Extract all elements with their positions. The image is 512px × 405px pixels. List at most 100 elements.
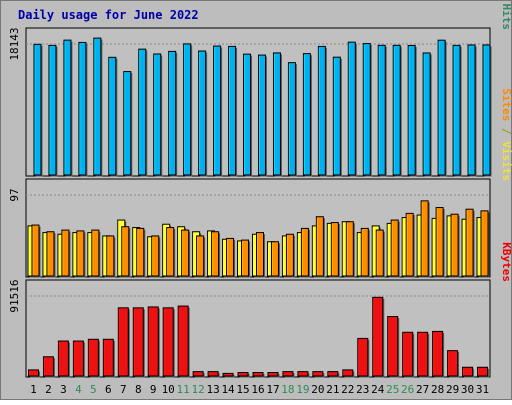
x-tick-label-6: 6 <box>105 383 112 396</box>
bar-sites-14 <box>226 237 235 277</box>
bar-kbytes-10 <box>162 307 174 377</box>
panel-middle-legend-part-0: Sites <box>500 88 512 121</box>
panel-top-y-tick-label: 18143 <box>8 27 21 60</box>
x-tick-label-24: 24 <box>371 383 385 396</box>
bar-pages-29 <box>452 44 461 176</box>
x-tick-label-14: 14 <box>221 383 235 396</box>
x-tick-label-22: 22 <box>341 383 354 396</box>
x-tick-label-27: 27 <box>416 383 429 396</box>
bar-kbytes-7 <box>117 307 129 377</box>
bar-pages-31 <box>482 44 491 176</box>
x-tick-label-15: 15 <box>236 383 249 396</box>
bar-sites-29 <box>450 213 459 277</box>
bar-kbytes-29 <box>447 350 459 377</box>
bar-sites-10 <box>166 227 175 277</box>
bar-kbytes-27 <box>417 331 429 377</box>
x-tick-label-18: 18 <box>281 383 294 396</box>
bar-sites-9 <box>151 235 160 277</box>
x-tick-label-16: 16 <box>251 383 264 396</box>
x-tick-label-11: 11 <box>177 383 190 396</box>
x-tick-label-25: 25 <box>386 383 399 396</box>
bar-sites-28 <box>435 207 444 277</box>
bar-pages-6 <box>108 56 117 176</box>
bar-pages-24 <box>377 44 386 176</box>
x-tick-label-4: 4 <box>75 383 82 396</box>
bar-pages-11 <box>183 43 192 176</box>
bar-pages-10 <box>168 50 177 176</box>
bar-pages-19 <box>302 53 311 176</box>
bar-kbytes-18 <box>282 371 294 377</box>
x-tick-label-29: 29 <box>446 383 459 396</box>
bar-kbytes-12 <box>192 371 204 377</box>
bar-pages-15 <box>243 53 252 176</box>
bar-sites-22 <box>345 221 354 277</box>
bar-sites-16 <box>256 232 264 277</box>
x-tick-label-13: 13 <box>206 383 219 396</box>
bar-kbytes-4 <box>72 340 84 377</box>
bar-sites-21 <box>330 222 339 277</box>
bar-sites-11 <box>181 229 190 277</box>
x-tick-label-3: 3 <box>60 383 67 396</box>
x-tick-label-23: 23 <box>356 383 369 396</box>
bar-kbytes-8 <box>132 307 144 377</box>
bar-pages-4 <box>78 41 87 176</box>
panel-middle-legend-part-1: / <box>500 121 512 141</box>
bar-kbytes-28 <box>432 330 444 377</box>
bar-kbytes-19 <box>297 371 309 377</box>
x-tick-label-10: 10 <box>162 383 175 396</box>
panel-middle: 97 Sites / Visits <box>8 88 512 278</box>
bar-pages-7 <box>123 71 132 176</box>
x-tick-label-8: 8 <box>135 383 142 396</box>
bar-sites-13 <box>211 231 220 277</box>
bar-pages-21 <box>332 56 341 176</box>
bar-pages-22 <box>347 41 356 176</box>
bar-pages-8 <box>138 48 147 176</box>
bar-sites-27 <box>420 200 429 277</box>
bar-kbytes-2 <box>42 356 54 377</box>
x-tick-label-17: 17 <box>266 383 279 396</box>
bar-kbytes-30 <box>462 366 474 377</box>
bar-kbytes-17 <box>267 372 279 377</box>
bar-pages-25 <box>392 44 401 176</box>
bar-pages-13 <box>213 45 222 176</box>
bar-sites-23 <box>360 227 369 277</box>
panel-middle-y-tick-label: 97 <box>8 188 21 201</box>
x-tick-label-2: 2 <box>45 383 52 396</box>
bar-sites-12 <box>196 235 205 277</box>
x-tick-label-31: 31 <box>476 383 489 396</box>
bar-pages-17 <box>272 52 281 176</box>
panel-top-legend-part-3: / <box>500 0 512 4</box>
bar-sites-31 <box>480 210 489 277</box>
bar-pages-28 <box>437 39 446 176</box>
bar-kbytes-9 <box>147 306 159 377</box>
bar-pages-16 <box>258 54 266 176</box>
panel-bottom-axis-legend: KBytes <box>500 242 512 282</box>
bar-sites-1 <box>31 224 40 277</box>
bar-sites-25 <box>390 219 399 277</box>
x-tick-label-28: 28 <box>431 383 444 396</box>
panel-bottom: 91516 KBytes <box>8 242 512 378</box>
bar-pages-9 <box>153 53 162 176</box>
bar-pages-23 <box>362 43 371 176</box>
bar-sites-18 <box>285 233 294 277</box>
bar-kbytes-23 <box>357 337 369 377</box>
chart-panels: 18143 Pages / Files / Hits 97 Sites / Visit… <box>8 0 512 378</box>
x-axis-labels: 1 2 3 4 5 6 7 8 9 10 11 12 13 14 15 16 17 18 19 20 21 22 23 24 2… <box>30 383 489 396</box>
x-tick-label-9: 9 <box>150 383 157 396</box>
bar-kbytes-6 <box>102 338 114 377</box>
bar-kbytes-26 <box>402 331 414 377</box>
x-tick-label-21: 21 <box>326 383 339 396</box>
chart-title: Daily usage for June 2022 <box>18 8 199 22</box>
bar-pages-30 <box>467 44 476 176</box>
x-tick-label-30: 30 <box>461 383 474 396</box>
panel-bottom-y-tick-label: 91516 <box>8 279 21 312</box>
bar-kbytes-14 <box>222 372 234 377</box>
bar-sites-2 <box>46 231 55 277</box>
bar-sites-30 <box>465 208 474 277</box>
bar-sites-19 <box>300 227 309 277</box>
bar-pages-5 <box>93 37 102 176</box>
bar-pages-3 <box>63 39 72 176</box>
bar-kbytes-15 <box>237 372 249 377</box>
bar-pages-18 <box>287 62 296 176</box>
